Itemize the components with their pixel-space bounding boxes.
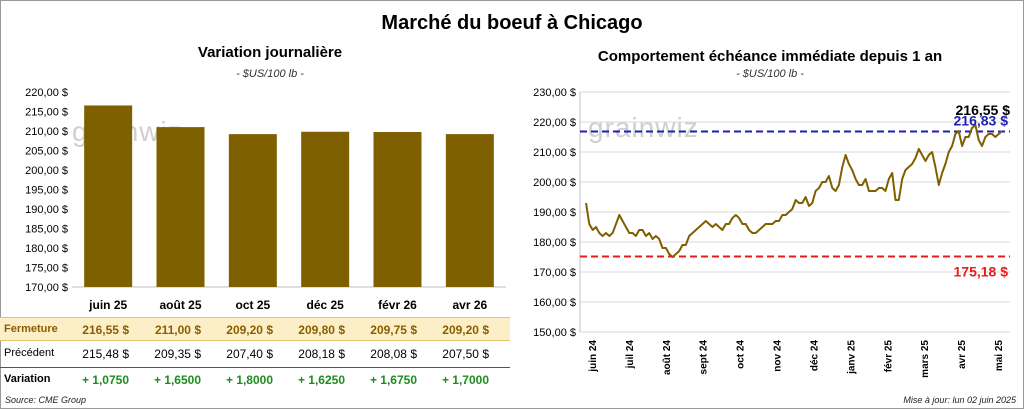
previous-value: 207,50 $ — [442, 347, 489, 361]
high-line-label: 216,83 $ — [954, 113, 1009, 129]
variation-value: + 1,7000 — [441, 373, 489, 387]
y-tick-label: 150,00 $ — [533, 327, 576, 339]
x-tick-label: oct 24 — [736, 340, 747, 369]
bar — [84, 105, 133, 287]
line-chart: 150,00 $ 160,00 $ 170,00 $ 180,00 $ 190,00 $… — [533, 87, 1010, 378]
x-tick-label: avr 25 — [957, 340, 968, 369]
previous-value: 215,48 $ — [82, 347, 129, 361]
bar — [445, 134, 494, 287]
close-value: 209,80 $ — [298, 323, 345, 337]
bar — [228, 134, 277, 287]
y-tick-label: 170,00 $ — [533, 267, 576, 279]
bar — [373, 131, 422, 287]
y-tick-label: 200,00 $ — [25, 165, 68, 177]
x-tick-label: déc 25 — [306, 298, 344, 312]
right-chart-unit: - $US/100 lb - — [736, 68, 804, 80]
y-tick-label: 195,00 $ — [25, 185, 68, 197]
y-tick-label: 210,00 $ — [25, 126, 68, 138]
x-tick-label: mars 25 — [920, 340, 931, 378]
x-tick-label: juin 24 — [588, 340, 599, 373]
y-tick-label: 220,00 $ — [533, 117, 576, 129]
variation-label: Variation — [4, 373, 51, 385]
variation-value: + 1,6500 — [153, 373, 201, 387]
y-tick-label: 205,00 $ — [25, 146, 68, 158]
right-watermark: grainwiz — [588, 112, 699, 143]
y-tick-label: 210,00 $ — [533, 147, 576, 159]
y-tick-label: 220,00 $ — [25, 87, 68, 99]
x-tick-label: sept 24 — [699, 340, 710, 375]
source-note: Source: CME Group — [5, 395, 87, 405]
previous-row: Précédent 215,48 $ 209,35 $ 207,40 $ 208… — [0, 342, 510, 364]
main-title: Marché du boeuf à Chicago — [381, 12, 643, 34]
variation-value: + 1,6750 — [369, 373, 417, 387]
x-tick-label: avr 26 — [452, 298, 487, 312]
variation-value: + 1,8000 — [225, 373, 273, 387]
x-tick-label: août 25 — [159, 298, 201, 312]
x-tick-label: août 24 — [662, 340, 673, 375]
y-tick-label: 230,00 $ — [533, 87, 576, 99]
close-value: 211,00 $ — [154, 323, 201, 337]
close-value: 216,55 $ — [82, 323, 129, 337]
x-tick-label: févr 26 — [378, 298, 417, 312]
y-tick-label: 170,00 $ — [25, 282, 68, 294]
x-tick-label: janv 25 — [846, 340, 857, 375]
last-value-label: 216,55 $ — [956, 102, 1011, 118]
y-tick-label: 190,00 $ — [25, 204, 68, 216]
close-value: 209,20 $ — [442, 323, 489, 337]
x-tick-label: mai 25 — [994, 340, 1005, 372]
previous-label: Précédent — [4, 347, 55, 359]
variation-value: + 1,0750 — [81, 373, 129, 387]
y-tick-label: 200,00 $ — [533, 177, 576, 189]
previous-value: 208,08 $ — [370, 347, 417, 361]
bar — [301, 131, 350, 287]
close-row: Fermeture 216,55 $ 211,00 $ 209,20 $ 209… — [0, 317, 510, 341]
y-tick-label: 175,00 $ — [25, 263, 68, 275]
previous-value: 208,18 $ — [298, 347, 345, 361]
y-tick-label: 190,00 $ — [533, 207, 576, 219]
x-tick-label: juil 24 — [625, 340, 636, 370]
variation-row: Variation + 1,0750 + 1,6500 + 1,8000 + 1… — [0, 367, 510, 390]
variation-value: + 1,6250 — [297, 373, 345, 387]
bar — [156, 127, 205, 287]
price-series-line — [585, 124, 1003, 258]
y-tick-label: 185,00 $ — [25, 224, 68, 236]
left-chart-title: Variation journalière — [197, 44, 343, 61]
right-chart-title: Comportement échéance immédiate depuis 1… — [597, 48, 943, 65]
x-tick-label: oct 25 — [235, 298, 270, 312]
y-tick-label: 215,00 $ — [25, 107, 68, 119]
update-note: Mise à jour: lun 02 juin 2025 — [903, 395, 1016, 405]
close-value: 209,75 $ — [370, 323, 417, 337]
x-tick-label: juin 25 — [88, 298, 127, 312]
y-tick-label: 180,00 $ — [25, 243, 68, 255]
close-value: 209,20 $ — [226, 323, 273, 337]
x-tick-label: févr 25 — [883, 340, 894, 373]
left-chart-unit: - $US/100 lb - — [236, 68, 304, 80]
previous-value: 207,40 $ — [226, 347, 273, 361]
y-tick-label: 180,00 $ — [533, 237, 576, 249]
previous-value: 209,35 $ — [154, 347, 201, 361]
close-label: Fermeture — [4, 323, 58, 335]
x-tick-label: nov 24 — [773, 340, 784, 372]
y-tick-label: 160,00 $ — [533, 297, 576, 309]
bar-chart: 170,00 $ 175,00 $ 180,00 $ 185,00 $ 190,00 $… — [25, 87, 506, 312]
low-line-label: 175,18 $ — [954, 263, 1009, 279]
x-tick-label: déc 24 — [809, 340, 820, 372]
